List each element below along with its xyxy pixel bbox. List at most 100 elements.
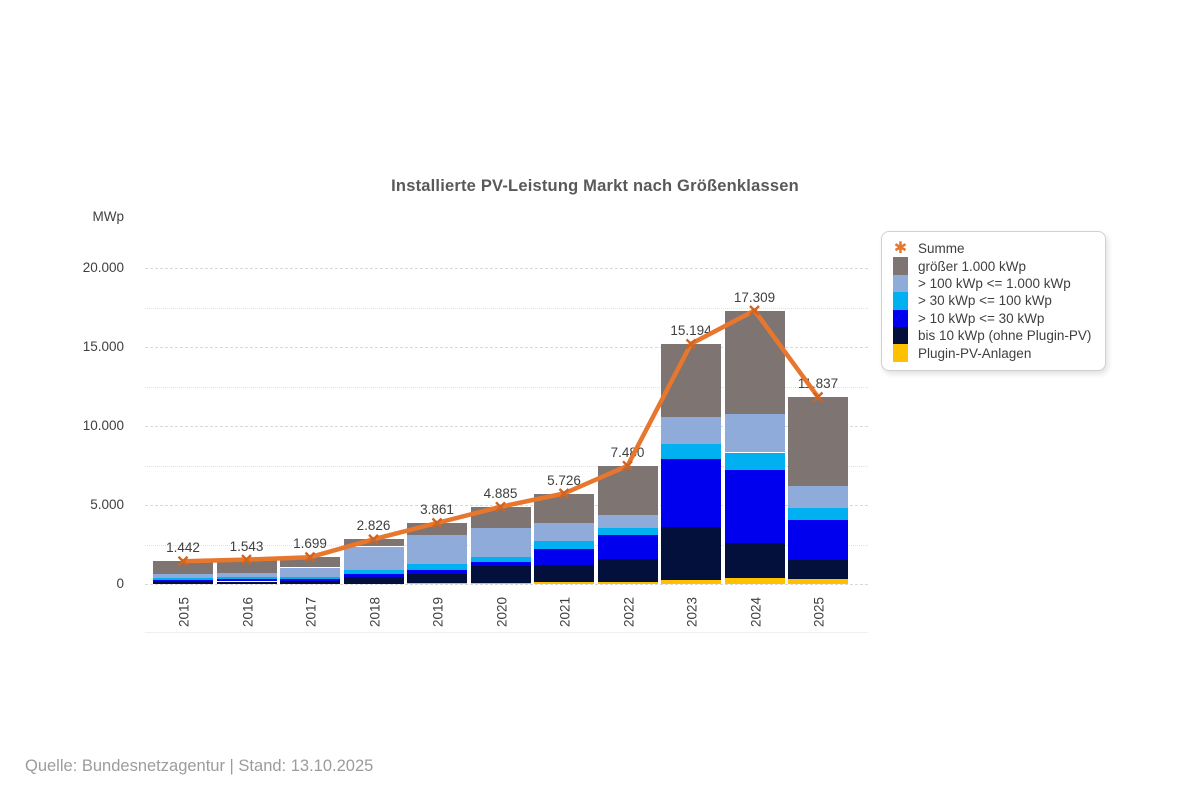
- bar-segment: [153, 578, 213, 580]
- bar-segment: [470, 556, 531, 562]
- x-tick-label: 2016: [240, 596, 255, 628]
- x-tick-label: 2023: [684, 596, 700, 628]
- bar-segment: [343, 573, 404, 578]
- legend-swatch-icon: [893, 326, 908, 345]
- bar-total-label: 11.837: [797, 375, 839, 391]
- bar-segment: [407, 523, 467, 536]
- legend-swatch-icon: [893, 344, 908, 362]
- bar-segment: [470, 562, 531, 567]
- bar-segment: [597, 465, 658, 515]
- bar-segment: [216, 578, 277, 582]
- bar-segment: [788, 486, 848, 508]
- bar-segment: [597, 534, 658, 559]
- bar-segment: [153, 581, 213, 584]
- bar-segment: [788, 520, 848, 561]
- bar-segment: [280, 578, 340, 581]
- bar-segment: [407, 582, 467, 584]
- bar-segment: [788, 507, 848, 521]
- legend-swatch-icon: [893, 292, 908, 310]
- x-tick-label: 2017: [303, 596, 319, 628]
- x-tick-label: 2018: [367, 596, 382, 628]
- axis-bottom-hairline: [145, 632, 868, 633]
- bar-segment: [724, 578, 785, 584]
- bar-segment: [661, 527, 721, 580]
- legend-item[interactable]: Plugin-PV-Anlagen: [893, 344, 1091, 362]
- bar-segment: [724, 414, 785, 453]
- bar-segment: [534, 522, 594, 542]
- legend: ✱ Summe größer 1.000 kWp > 100 kWp <= 1.000…: [881, 231, 1107, 371]
- major-gridline: [145, 268, 868, 269]
- bar-segment: [407, 563, 467, 571]
- x-tick-label: 2015: [176, 596, 192, 628]
- bar-segment: [661, 343, 721, 418]
- bar-total-label: 1.543: [229, 538, 264, 554]
- x-tick-label: 2022: [621, 596, 636, 628]
- bar-segment: [724, 469, 785, 543]
- bar-segment: [407, 574, 467, 583]
- bar-segment: [216, 559, 277, 573]
- bar-segment: [534, 565, 594, 583]
- bar-total-label: 4.885: [483, 485, 518, 501]
- x-tick-label: 2019: [430, 596, 446, 628]
- bar-segment: [280, 567, 340, 577]
- bar-total-label: 15.194: [670, 322, 712, 338]
- bar-segment: [597, 514, 658, 529]
- bar-segment: [153, 574, 213, 579]
- bar-segment: [343, 546, 404, 570]
- bar-segment: [724, 310, 785, 415]
- bar-segment: [661, 443, 721, 459]
- bar-segment: [788, 560, 848, 579]
- legend-swatch-icon: [893, 257, 908, 275]
- bar-segment: [597, 558, 658, 582]
- legend-item[interactable]: größer 1.000 kWp: [893, 257, 1091, 275]
- legend-item-label: > 10 kWp <= 30 kWp: [918, 310, 1045, 326]
- source-note: Quelle: Bundesnetzagentur | Stand: 13.10…: [25, 757, 374, 775]
- legend-item[interactable]: > 30 kWp <= 100 kWp: [893, 292, 1091, 310]
- bar-segment: [470, 566, 531, 583]
- bar-segment: [216, 577, 277, 579]
- bar-total-label: 5.726: [547, 472, 581, 488]
- y-tick-label: 20.000: [82, 260, 124, 275]
- legend-item-label: > 30 kWp <= 100 kWp: [918, 293, 1052, 309]
- y-tick-label: 5.000: [90, 497, 124, 512]
- bar-segment: [153, 561, 213, 575]
- bar-segment: [470, 527, 531, 557]
- y-tick-label: 10.000: [82, 418, 124, 433]
- bar-total-label: 1.442: [166, 540, 200, 556]
- x-tick-label: 2024: [748, 596, 763, 628]
- bar-segment: [470, 582, 531, 584]
- bar-total-label: 7.480: [610, 444, 645, 460]
- legend-item[interactable]: ✱ Summe: [893, 240, 1091, 257]
- legend-item-label: Summe: [918, 241, 965, 257]
- bar-segment: [534, 493, 594, 523]
- bar-segment: [407, 570, 467, 575]
- major-gridline: [145, 584, 868, 585]
- bar-segment: [343, 569, 404, 574]
- bar-segment: [216, 573, 277, 577]
- legend-item[interactable]: > 10 kWp <= 30 kWp: [893, 309, 1091, 327]
- bar-segment: [216, 581, 277, 584]
- bar-segment: [280, 581, 340, 584]
- x-tick-label: 2025: [811, 596, 827, 628]
- bar-segment: [661, 417, 721, 444]
- legend-item[interactable]: > 100 kWp <= 1.000 kWp: [893, 274, 1091, 293]
- bar-segment: [534, 549, 594, 566]
- bar-segment: [661, 580, 721, 584]
- bar-segment: [788, 397, 848, 487]
- y-axis-unit-label: MWp: [92, 209, 125, 224]
- bar-segment: [661, 458, 721, 528]
- bar-segment: [597, 528, 658, 535]
- legend-swatch-icon: [893, 309, 908, 327]
- bar-segment: [788, 578, 848, 584]
- y-tick-label: 0: [116, 576, 124, 591]
- bar-segment: [407, 535, 467, 564]
- legend-swatch-icon: [893, 274, 908, 293]
- legend-item-label: Plugin-PV-Anlagen: [918, 345, 1032, 361]
- legend-item[interactable]: bis 10 kWp (ohne Plugin-PV): [893, 326, 1091, 345]
- bar-segment: [534, 582, 594, 584]
- bar-total-label: 3.861: [420, 501, 454, 517]
- bar-segment: [534, 541, 594, 550]
- minor-gridline: [145, 307, 868, 309]
